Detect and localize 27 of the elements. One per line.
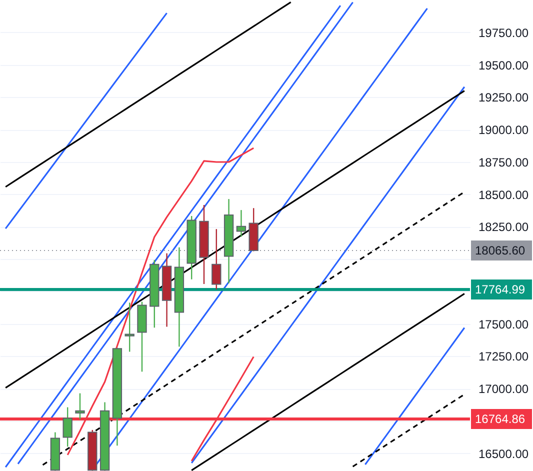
y-tick-label: 18500.00	[478, 188, 529, 202]
y-tick-label: 18750.00	[478, 155, 529, 170]
line-series	[4, 12, 168, 230]
candlestick	[62, 406, 72, 448]
line-series	[352, 394, 466, 468]
y-tick-label: 17250.00	[478, 350, 529, 364]
line-series	[4, 90, 466, 389]
candlestick	[212, 228, 222, 290]
line-series	[190, 292, 466, 471]
y-tick-label: 17500.00	[478, 317, 529, 332]
y-tick-label: 17000.00	[478, 382, 529, 396]
y-tick-label: 19750.00	[478, 26, 529, 40]
candlestick	[75, 392, 85, 420]
line-series	[190, 86, 466, 464]
y-tick-label: 19000.00	[478, 123, 529, 137]
line-series	[42, 191, 466, 466]
candlestick	[236, 209, 246, 238]
y-tick-label: 16500.00	[478, 446, 529, 461]
ref-line-label: 17764.99	[475, 282, 526, 296]
line-series	[364, 326, 466, 466]
candlestick	[124, 302, 134, 352]
y-tick-label: 19250.00	[478, 90, 529, 105]
ref-line-label: 18065.60	[475, 244, 526, 258]
y-tick-label: 19500.00	[478, 58, 529, 72]
ref-line-label: 16764.86	[475, 412, 526, 426]
y-tick-label: 18250.00	[478, 220, 529, 234]
line-series	[4, 1, 292, 188]
